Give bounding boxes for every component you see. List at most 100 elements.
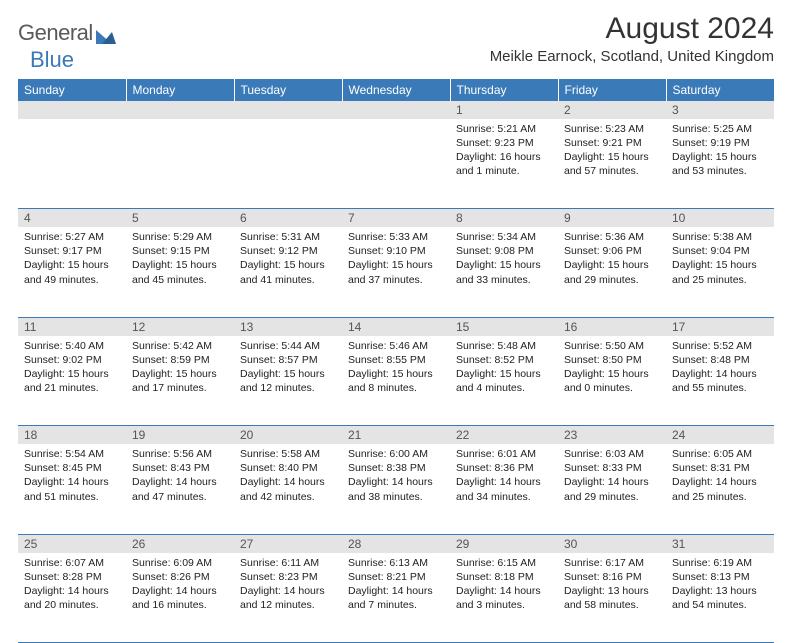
day-content: Sunrise: 5:36 AMSunset: 9:06 PMDaylight:…	[558, 227, 666, 291]
day-cell: Sunrise: 6:11 AMSunset: 8:23 PMDaylight:…	[234, 553, 342, 643]
day-cell	[234, 119, 342, 209]
day-cell: Sunrise: 5:38 AMSunset: 9:04 PMDaylight:…	[666, 227, 774, 317]
logo-triangle-icon	[96, 28, 118, 47]
day-cell: Sunrise: 5:58 AMSunset: 8:40 PMDaylight:…	[234, 444, 342, 534]
week-row: Sunrise: 5:21 AMSunset: 9:23 PMDaylight:…	[18, 119, 774, 209]
day-content: Sunrise: 5:21 AMSunset: 9:23 PMDaylight:…	[450, 119, 558, 183]
week-row: Sunrise: 6:07 AMSunset: 8:28 PMDaylight:…	[18, 553, 774, 643]
day-cell: Sunrise: 6:01 AMSunset: 8:36 PMDaylight:…	[450, 444, 558, 534]
day-header: Tuesday	[234, 79, 342, 101]
day-number: 5	[126, 209, 234, 228]
day-content: Sunrise: 5:54 AMSunset: 8:45 PMDaylight:…	[18, 444, 126, 508]
day-number	[234, 101, 342, 119]
day-content: Sunrise: 5:27 AMSunset: 9:17 PMDaylight:…	[18, 227, 126, 291]
day-number: 25	[18, 534, 126, 553]
day-header: Friday	[558, 79, 666, 101]
week-row: Sunrise: 5:27 AMSunset: 9:17 PMDaylight:…	[18, 227, 774, 317]
day-number: 14	[342, 317, 450, 336]
day-content: Sunrise: 5:56 AMSunset: 8:43 PMDaylight:…	[126, 444, 234, 508]
day-number: 7	[342, 209, 450, 228]
day-cell: Sunrise: 5:56 AMSunset: 8:43 PMDaylight:…	[126, 444, 234, 534]
day-content: Sunrise: 6:15 AMSunset: 8:18 PMDaylight:…	[450, 553, 558, 617]
day-number	[18, 101, 126, 119]
day-cell: Sunrise: 5:54 AMSunset: 8:45 PMDaylight:…	[18, 444, 126, 534]
day-content: Sunrise: 6:13 AMSunset: 8:21 PMDaylight:…	[342, 553, 450, 617]
day-content: Sunrise: 5:42 AMSunset: 8:59 PMDaylight:…	[126, 336, 234, 400]
day-content: Sunrise: 5:29 AMSunset: 9:15 PMDaylight:…	[126, 227, 234, 291]
day-cell: Sunrise: 6:09 AMSunset: 8:26 PMDaylight:…	[126, 553, 234, 643]
day-number	[342, 101, 450, 119]
day-cell: Sunrise: 6:15 AMSunset: 8:18 PMDaylight:…	[450, 553, 558, 643]
day-cell: Sunrise: 6:00 AMSunset: 8:38 PMDaylight:…	[342, 444, 450, 534]
day-number: 23	[558, 426, 666, 445]
day-cell: Sunrise: 5:48 AMSunset: 8:52 PMDaylight:…	[450, 336, 558, 426]
day-number: 16	[558, 317, 666, 336]
day-content: Sunrise: 6:01 AMSunset: 8:36 PMDaylight:…	[450, 444, 558, 508]
week-row: Sunrise: 5:54 AMSunset: 8:45 PMDaylight:…	[18, 444, 774, 534]
day-number: 27	[234, 534, 342, 553]
day-content: Sunrise: 6:07 AMSunset: 8:28 PMDaylight:…	[18, 553, 126, 617]
day-number: 6	[234, 209, 342, 228]
day-header: Wednesday	[342, 79, 450, 101]
day-cell: Sunrise: 6:17 AMSunset: 8:16 PMDaylight:…	[558, 553, 666, 643]
day-cell: Sunrise: 5:29 AMSunset: 9:15 PMDaylight:…	[126, 227, 234, 317]
day-cell: Sunrise: 5:50 AMSunset: 8:50 PMDaylight:…	[558, 336, 666, 426]
day-content: Sunrise: 6:00 AMSunset: 8:38 PMDaylight:…	[342, 444, 450, 508]
day-cell	[126, 119, 234, 209]
day-content: Sunrise: 5:34 AMSunset: 9:08 PMDaylight:…	[450, 227, 558, 291]
day-number: 15	[450, 317, 558, 336]
day-header: Monday	[126, 79, 234, 101]
day-number: 10	[666, 209, 774, 228]
day-cell	[18, 119, 126, 209]
day-number: 4	[18, 209, 126, 228]
day-number: 24	[666, 426, 774, 445]
day-number: 30	[558, 534, 666, 553]
logo-text-general: General	[18, 20, 93, 45]
day-cell: Sunrise: 5:46 AMSunset: 8:55 PMDaylight:…	[342, 336, 450, 426]
day-number: 21	[342, 426, 450, 445]
day-content: Sunrise: 6:19 AMSunset: 8:13 PMDaylight:…	[666, 553, 774, 617]
day-number: 26	[126, 534, 234, 553]
day-number: 31	[666, 534, 774, 553]
daynum-row: 11121314151617	[18, 317, 774, 336]
day-cell: Sunrise: 5:25 AMSunset: 9:19 PMDaylight:…	[666, 119, 774, 209]
day-cell: Sunrise: 5:44 AMSunset: 8:57 PMDaylight:…	[234, 336, 342, 426]
day-content: Sunrise: 6:17 AMSunset: 8:16 PMDaylight:…	[558, 553, 666, 617]
day-content: Sunrise: 5:48 AMSunset: 8:52 PMDaylight:…	[450, 336, 558, 400]
daynum-row: 25262728293031	[18, 534, 774, 553]
day-header: Thursday	[450, 79, 558, 101]
day-cell: Sunrise: 5:40 AMSunset: 9:02 PMDaylight:…	[18, 336, 126, 426]
day-number: 22	[450, 426, 558, 445]
day-cell: Sunrise: 5:23 AMSunset: 9:21 PMDaylight:…	[558, 119, 666, 209]
daynum-row: 18192021222324	[18, 426, 774, 445]
calendar-table: SundayMondayTuesdayWednesdayThursdayFrid…	[18, 79, 774, 643]
day-number: 29	[450, 534, 558, 553]
day-cell: Sunrise: 5:27 AMSunset: 9:17 PMDaylight:…	[18, 227, 126, 317]
day-number: 1	[450, 101, 558, 119]
day-cell: Sunrise: 5:42 AMSunset: 8:59 PMDaylight:…	[126, 336, 234, 426]
day-content: Sunrise: 5:46 AMSunset: 8:55 PMDaylight:…	[342, 336, 450, 400]
day-number: 8	[450, 209, 558, 228]
week-row: Sunrise: 5:40 AMSunset: 9:02 PMDaylight:…	[18, 336, 774, 426]
day-content: Sunrise: 6:05 AMSunset: 8:31 PMDaylight:…	[666, 444, 774, 508]
day-content: Sunrise: 6:09 AMSunset: 8:26 PMDaylight:…	[126, 553, 234, 617]
day-content: Sunrise: 5:25 AMSunset: 9:19 PMDaylight:…	[666, 119, 774, 183]
day-content: Sunrise: 6:11 AMSunset: 8:23 PMDaylight:…	[234, 553, 342, 617]
day-cell: Sunrise: 6:05 AMSunset: 8:31 PMDaylight:…	[666, 444, 774, 534]
day-cell: Sunrise: 6:03 AMSunset: 8:33 PMDaylight:…	[558, 444, 666, 534]
day-number: 19	[126, 426, 234, 445]
day-number: 9	[558, 209, 666, 228]
day-content: Sunrise: 6:03 AMSunset: 8:33 PMDaylight:…	[558, 444, 666, 508]
day-header: Sunday	[18, 79, 126, 101]
day-header: Saturday	[666, 79, 774, 101]
day-cell	[342, 119, 450, 209]
day-number: 17	[666, 317, 774, 336]
day-content: Sunrise: 5:38 AMSunset: 9:04 PMDaylight:…	[666, 227, 774, 291]
day-cell: Sunrise: 6:07 AMSunset: 8:28 PMDaylight:…	[18, 553, 126, 643]
day-number: 2	[558, 101, 666, 119]
day-cell: Sunrise: 6:19 AMSunset: 8:13 PMDaylight:…	[666, 553, 774, 643]
day-header-row: SundayMondayTuesdayWednesdayThursdayFrid…	[18, 79, 774, 101]
day-number: 11	[18, 317, 126, 336]
day-content: Sunrise: 5:44 AMSunset: 8:57 PMDaylight:…	[234, 336, 342, 400]
day-content: Sunrise: 5:50 AMSunset: 8:50 PMDaylight:…	[558, 336, 666, 400]
